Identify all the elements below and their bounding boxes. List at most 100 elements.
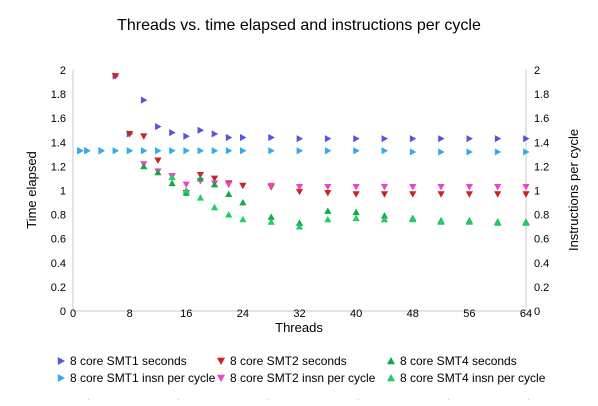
- data-point: [437, 218, 445, 225]
- data-point: [155, 147, 162, 155]
- data-point: [295, 219, 304, 226]
- series-1: [77, 72, 530, 155]
- data-point: [296, 147, 304, 155]
- data-point: [154, 168, 162, 176]
- data-point: [196, 194, 205, 201]
- data-point: [140, 147, 148, 155]
- data-point: [466, 148, 473, 156]
- data-point: [267, 182, 275, 190]
- legend-marker: [387, 357, 395, 365]
- y2-tick-label: 1.4: [534, 137, 549, 149]
- data-point: [523, 135, 530, 143]
- footer-dot: [268, 399, 269, 400]
- data-point: [225, 133, 233, 142]
- data-point: [352, 184, 360, 191]
- data-point: [409, 135, 417, 143]
- data-point: [494, 135, 502, 143]
- data-point: [112, 147, 120, 155]
- x-tick-label: 56: [463, 308, 475, 320]
- x-tick-label: 24: [237, 308, 249, 320]
- data-point: [295, 184, 304, 191]
- data-point: [465, 218, 473, 225]
- data-point: [210, 180, 219, 188]
- legend-item: 8 core SMT2 seconds: [217, 354, 347, 368]
- y-tick-label: 1.4: [51, 137, 66, 149]
- footer-dot: [448, 399, 449, 400]
- data-point: [380, 191, 389, 198]
- data-point: [211, 130, 219, 138]
- data-point: [409, 148, 417, 156]
- data-point: [353, 147, 360, 155]
- data-point: [210, 203, 219, 211]
- data-point: [380, 212, 389, 219]
- data-point: [494, 184, 502, 191]
- data-point: [465, 184, 473, 191]
- legend-marker: [57, 357, 65, 365]
- data-point: [111, 73, 120, 80]
- data-point: [380, 184, 389, 191]
- data-point: [352, 208, 360, 216]
- x-axis-title: Threads: [275, 320, 323, 335]
- data-point: [523, 148, 530, 156]
- legend: 8 core SMT1 seconds 8 core SMT2 seconds 8 …: [57, 354, 546, 385]
- data-point: [324, 147, 332, 155]
- data-point: [140, 162, 148, 170]
- x-tick-label: 32: [293, 308, 305, 320]
- axes: [72, 70, 527, 312]
- data-point: [98, 147, 105, 155]
- data-point: [494, 219, 502, 226]
- data-point: [239, 133, 247, 142]
- data-point: [168, 173, 176, 181]
- legend-label: 8 core SMT4 seconds: [400, 354, 517, 368]
- footer-dots: [88, 399, 529, 400]
- data-point: [409, 215, 417, 223]
- data-point: [267, 218, 275, 225]
- y-tick-label: 2: [60, 65, 66, 77]
- x-tick-label: 64: [520, 308, 532, 320]
- data-point: [352, 214, 360, 222]
- y2-tick-label: 1: [534, 186, 540, 198]
- data-point: [211, 147, 219, 155]
- data-point: [465, 191, 473, 198]
- data-point: [169, 147, 176, 155]
- data-point: [409, 191, 417, 198]
- y2-tick-label: 2: [534, 65, 540, 77]
- y2-tick-label: 0.8: [534, 210, 549, 222]
- x-tick-label: 0: [70, 308, 76, 320]
- series-4: [140, 161, 530, 191]
- data-point: [353, 135, 360, 143]
- footer-dot: [528, 399, 529, 400]
- data-point: [77, 147, 84, 155]
- x-tick-label: 8: [127, 308, 133, 320]
- series-3: [111, 73, 530, 198]
- data-point: [239, 198, 247, 206]
- legend-label: 8 core SMT1 seconds: [70, 354, 187, 368]
- data-point: [324, 215, 332, 223]
- legend-marker: [217, 357, 225, 365]
- data-point: [268, 133, 275, 142]
- x-tick-labels: 0 8 16 24 32 40 48 56 64: [70, 308, 532, 320]
- y-tick-label: 1.2: [51, 161, 66, 173]
- data-point: [438, 148, 445, 156]
- data-point: [466, 135, 473, 143]
- legend-label: 8 core SMT2 seconds: [230, 354, 347, 368]
- y2-tick-labels: 0 0.2 0.4 0.6 0.8 1 1.2 1.4 1.6 1.8 2: [534, 65, 549, 318]
- data-point: [239, 182, 247, 190]
- legend-item: 8 core SMT2 insn per cycle: [217, 371, 376, 385]
- data-point: [225, 181, 233, 189]
- data-point: [154, 157, 162, 164]
- series-2: [77, 147, 530, 156]
- data-point: [126, 130, 134, 138]
- data-point: [324, 184, 332, 191]
- data-point: [140, 96, 148, 104]
- data-point: [84, 147, 91, 155]
- data-point: [155, 123, 162, 131]
- y2-tick-label: 0.4: [534, 258, 549, 270]
- y-tick-label: 1: [60, 186, 66, 198]
- data-point: [381, 147, 389, 155]
- data-points: [77, 72, 530, 230]
- x-tick-label: 16: [180, 308, 192, 320]
- data-point: [182, 186, 190, 194]
- legend-marker: [387, 374, 395, 382]
